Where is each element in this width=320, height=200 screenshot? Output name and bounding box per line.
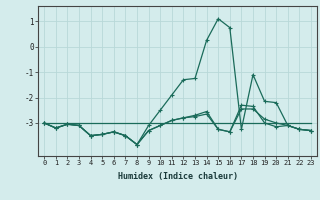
X-axis label: Humidex (Indice chaleur): Humidex (Indice chaleur) (118, 172, 238, 181)
